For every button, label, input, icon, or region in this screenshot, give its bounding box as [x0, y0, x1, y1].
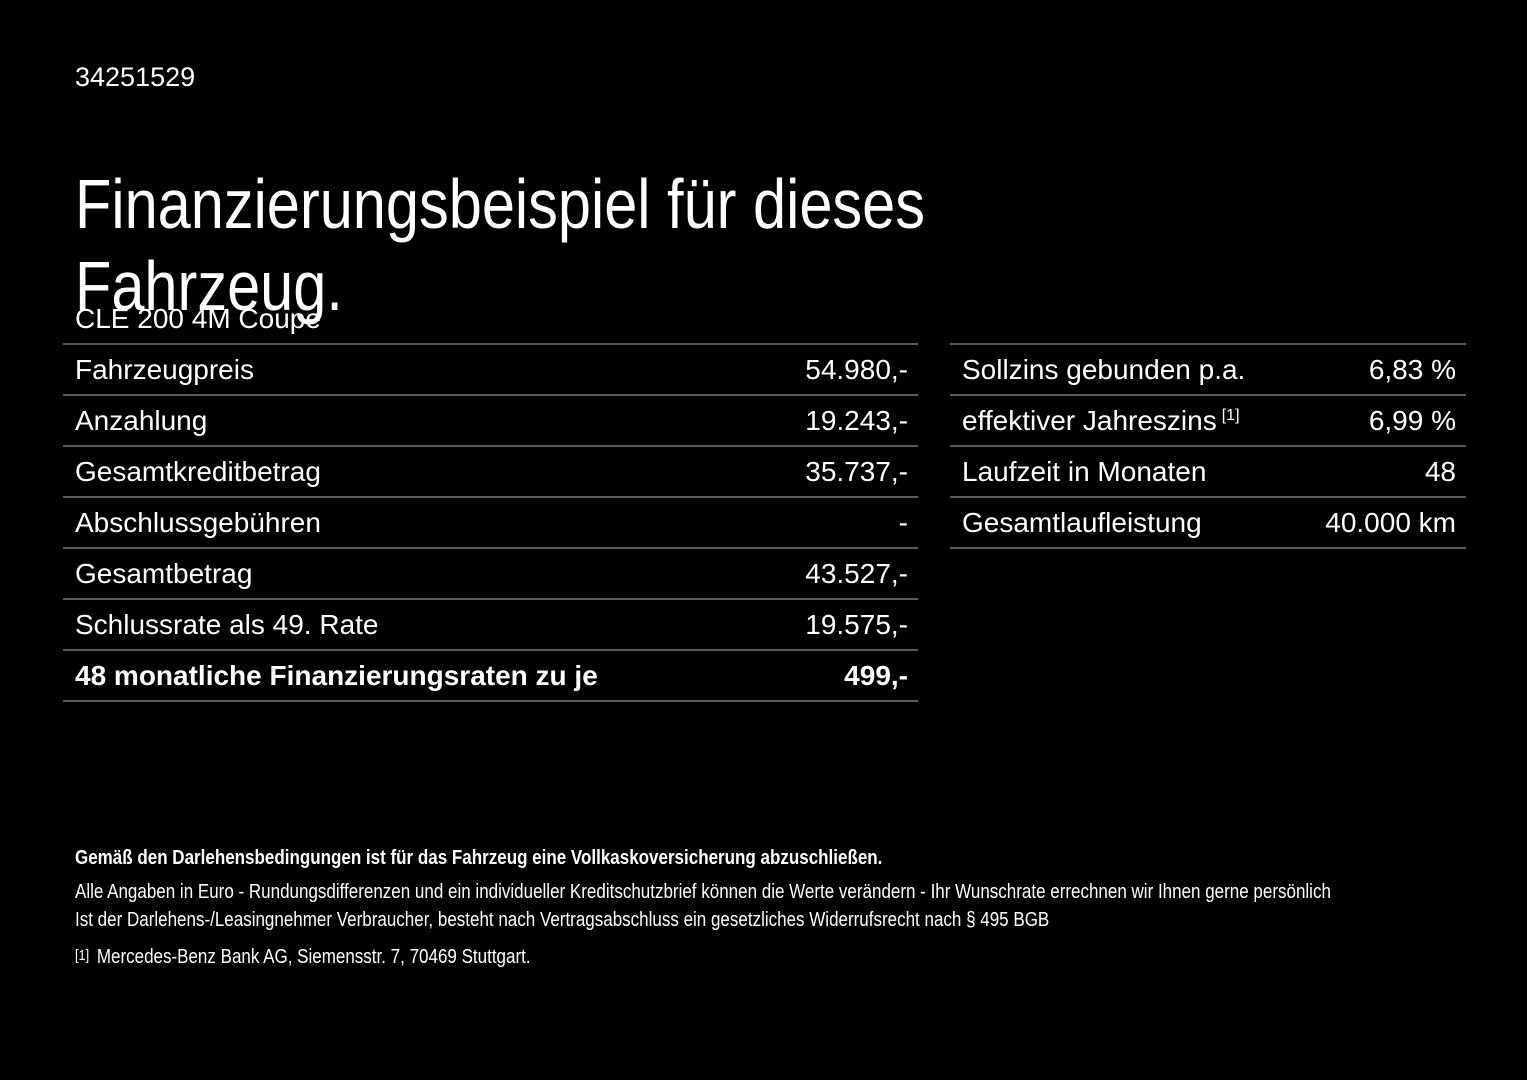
row-label: Schlussrate als 49. Rate — [75, 608, 379, 640]
row-label: 48 monatliche Finanzierungsraten zu je — [75, 659, 598, 691]
row-value: 6,83 % — [1368, 353, 1456, 385]
footnote-marker: [1] — [75, 947, 90, 964]
row-label: Fahrzeugpreis — [75, 353, 254, 385]
vehicle-name-row: CLE 200 4M Coupe — [63, 295, 918, 343]
row-value: 48 — [1424, 455, 1456, 487]
finance-row-abschlussgebuehren: Abschlussgebühren - — [63, 496, 918, 547]
row-value: - — [898, 506, 908, 538]
row-label: Gesamtlaufleistung — [962, 506, 1202, 538]
row-value: 499,- — [844, 659, 908, 691]
page-title-line-2: Fahrzeug. — [75, 246, 343, 325]
row-label: Anzahlung — [75, 404, 208, 436]
condition-row-effektiver-jahreszins: effektiver Jahreszins [1] 6,99 % — [950, 394, 1466, 445]
insurance-note: Gemäß den Darlehensbedingungen ist für d… — [75, 847, 883, 869]
row-label: effektiver Jahreszins [1] — [962, 405, 1240, 437]
row-label: Gesamtbetrag — [75, 557, 253, 589]
row-value: 54.980,- — [805, 353, 908, 385]
row-label: Laufzeit in Monaten — [962, 455, 1207, 487]
row-value: 6,99 % — [1368, 404, 1456, 436]
finance-table: CLE 200 4M Coupe Fahrzeugpreis 54.980,- … — [63, 295, 918, 702]
finance-row-anzahlung: Anzahlung 19.243,- — [63, 394, 918, 445]
condition-row-sollzins: Sollzins gebunden p.a. 6,83 % — [950, 343, 1466, 394]
footnote-text: Mercedes-Benz Bank AG, Siemensstr. 7, 70… — [96, 946, 531, 968]
condition-row-gesamtlaufleistung: Gesamtlaufleistung 40.000 km — [950, 496, 1466, 547]
footer: Gemäß den Darlehensbedingungen ist für d… — [75, 846, 1527, 972]
footnote-superscript: [1] — [1221, 406, 1240, 424]
row-label: Abschlussgebühren — [75, 506, 321, 538]
finance-row-gesamtkreditbetrag: Gesamtkreditbetrag 35.737,- — [63, 445, 918, 496]
disclaimer-line-2: Ist der Darlehens-/Leasingnehmer Verbrau… — [75, 909, 1050, 931]
finance-row-gesamtbetrag: Gesamtbetrag 43.527,- — [63, 547, 918, 598]
finance-row-fahrzeugpreis: Fahrzeugpreis 54.980,- — [63, 343, 918, 394]
disclaimer-line-1: Alle Angaben in Euro - Rundungsdifferenz… — [75, 881, 1331, 903]
page-title-line-1: Finanzierungsbeispiel für dieses — [75, 164, 925, 243]
page-title: Finanzierungsbeispiel für dieses Fahrzeu… — [75, 163, 925, 327]
row-value: 43.527,- — [805, 557, 908, 589]
finance-row-schlussrate: Schlussrate als 49. Rate 19.575,- — [63, 598, 918, 649]
footnote: [1] Mercedes-Benz Bank AG, Siemensstr. 7,… — [75, 944, 1309, 972]
vehicle-name: CLE 200 4M Coupe — [75, 303, 321, 334]
row-label-text: effektiver Jahreszins — [962, 404, 1217, 436]
row-value: 35.737,- — [805, 455, 908, 487]
row-label: Gesamtkreditbetrag — [75, 455, 321, 487]
row-value: 19.243,- — [805, 404, 908, 436]
condition-row-laufzeit: Laufzeit in Monaten 48 — [950, 445, 1466, 496]
finance-row-monatsrate: 48 monatliche Finanzierungsraten zu je 4… — [63, 649, 918, 700]
row-value: 40.000 km — [1325, 506, 1456, 538]
row-value: 19.575,- — [805, 608, 908, 640]
row-label: Sollzins gebunden p.a. — [962, 353, 1246, 385]
vehicle-id: 34251529 — [75, 62, 196, 92]
conditions-table: Sollzins gebunden p.a. 6,83 % effektiver… — [950, 343, 1466, 549]
